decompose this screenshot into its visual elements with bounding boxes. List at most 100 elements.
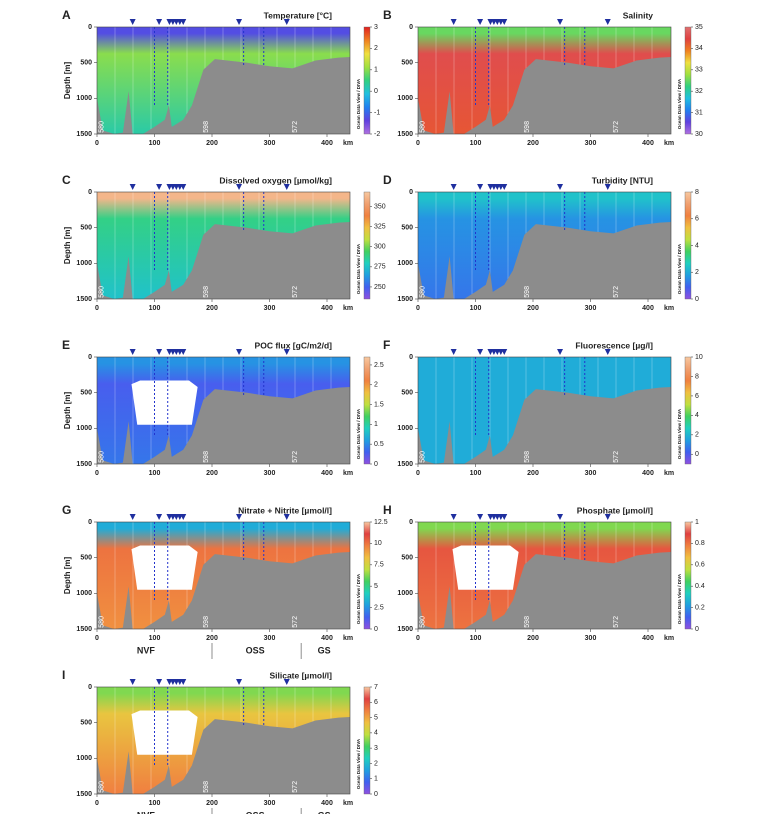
x-tick-label: 100 <box>149 800 161 807</box>
bathymetry <box>418 221 671 299</box>
region-label: OSS <box>246 645 265 655</box>
x-tick-label: 400 <box>642 635 654 642</box>
station-label: 572 <box>613 451 620 463</box>
y-tick-label: 1000 <box>76 590 92 597</box>
station-label: 580 <box>98 121 105 133</box>
station-label: 580 <box>419 616 426 628</box>
colorbar <box>363 26 371 135</box>
y-tick-label: 0 <box>409 24 413 31</box>
plot-frame <box>96 26 351 135</box>
colorbar-tick-label: 0 <box>374 791 378 798</box>
x-tick-label: 100 <box>149 140 161 147</box>
station-label: 572 <box>292 451 299 463</box>
colorbar-tick-label: 5 <box>374 583 378 590</box>
colorbar-tick-label: 10 <box>695 354 703 361</box>
region-label: NVF <box>137 645 156 655</box>
panel: I Silicate [µmol/l]580 598 5720500100015000… <box>62 668 378 814</box>
station-marker <box>450 184 457 190</box>
region-label: NVF <box>137 810 156 814</box>
colorbar-tick-label: 325 <box>374 223 386 230</box>
station-label: 598 <box>203 781 210 793</box>
y-tick-label: 500 <box>80 555 92 562</box>
station-marker <box>236 514 243 520</box>
panel: G Nitrate + Nitrite [µmol/l]580 598 5720500… <box>62 503 388 659</box>
panel-title: Temperature [°C] <box>264 10 333 20</box>
no-data <box>452 545 519 590</box>
panel-letter: A <box>62 8 71 22</box>
y-tick-label: 0 <box>88 24 92 31</box>
colorbar-tick-label: 6 <box>695 216 699 223</box>
x-tick-label: 0 <box>416 140 420 147</box>
colorbar-tick-label: 1 <box>374 67 378 74</box>
x-tick-label: 300 <box>264 800 276 807</box>
colorbar-tick-label: 2.5 <box>374 362 384 369</box>
station-label: 598 <box>524 286 531 298</box>
station-label: 580 <box>419 121 426 133</box>
station-marker <box>236 19 243 25</box>
y-tick-label: 1500 <box>76 791 92 798</box>
x-tick-label: 100 <box>470 140 482 147</box>
x-tick-label: 0 <box>95 305 99 312</box>
station-marker <box>283 19 290 25</box>
bathymetry <box>418 551 671 629</box>
colorbar-tick-label: 4 <box>695 412 699 419</box>
x-tick-label: 200 <box>527 470 539 477</box>
panel-title: Turbidity [NTU] <box>592 175 653 185</box>
y-tick-label: 500 <box>401 390 413 397</box>
station-label: 598 <box>203 616 210 628</box>
x-unit: km <box>664 305 674 312</box>
x-tick-label: 100 <box>149 635 161 642</box>
station-marker <box>450 349 457 355</box>
colorbar-tick-label: 0 <box>374 461 378 468</box>
x-tick-label: 100 <box>470 635 482 642</box>
colorbar-tick-label: 7 <box>374 684 378 691</box>
station-marker <box>477 184 484 190</box>
x-tick-label: 300 <box>264 470 276 477</box>
x-tick-label: 200 <box>527 305 539 312</box>
station-marker <box>156 184 163 190</box>
station-marker <box>557 514 564 520</box>
colorbar-tick-label: 8 <box>695 189 699 196</box>
station-marker <box>129 514 136 520</box>
colorbar-tick-label: 0 <box>374 88 378 95</box>
bathymetry <box>97 551 350 629</box>
x-tick-label: 400 <box>642 140 654 147</box>
station-marker <box>557 19 564 25</box>
station-marker <box>604 514 611 520</box>
x-tick-label: 400 <box>642 305 654 312</box>
y-tick-label: 500 <box>401 225 413 232</box>
bathymetry <box>97 56 350 134</box>
y-axis-label: Depth [m] <box>63 227 72 265</box>
panel-letter: C <box>62 173 71 187</box>
x-unit: km <box>343 140 353 147</box>
station-marker <box>236 184 243 190</box>
x-tick-label: 100 <box>470 305 482 312</box>
station-label: 598 <box>203 286 210 298</box>
colorbar-tick-label: 34 <box>695 45 703 52</box>
colorbar-tick-label: 1.5 <box>374 401 384 408</box>
station-label: 580 <box>419 286 426 298</box>
x-tick-label: 300 <box>585 305 597 312</box>
x-tick-label: 200 <box>206 470 218 477</box>
colorbar-tick-label: 350 <box>374 203 386 210</box>
panel-title: Fluorescence [µg/l] <box>575 340 653 350</box>
y-tick-label: 500 <box>80 390 92 397</box>
y-tick-label: 1500 <box>76 626 92 633</box>
y-axis-label: Depth [m] <box>63 62 72 100</box>
x-tick-label: 400 <box>642 470 654 477</box>
colorbar-tick-label: 12.5 <box>374 519 388 526</box>
y-tick-label: 0 <box>88 519 92 526</box>
x-tick-label: 300 <box>264 635 276 642</box>
station-label: 580 <box>98 286 105 298</box>
x-tick-label: 100 <box>149 470 161 477</box>
region-label: GS <box>318 645 331 655</box>
colorbar-tick-label: 31 <box>695 109 703 116</box>
x-unit: km <box>343 305 353 312</box>
panel: C Dissolved oxygen [µmol/kg] 580 598 572 0 500… <box>62 173 386 312</box>
station-marker <box>156 679 163 685</box>
colorbar-tick-label: 2 <box>695 269 699 276</box>
plot-frame <box>96 686 351 795</box>
x-tick-label: 0 <box>95 800 99 807</box>
